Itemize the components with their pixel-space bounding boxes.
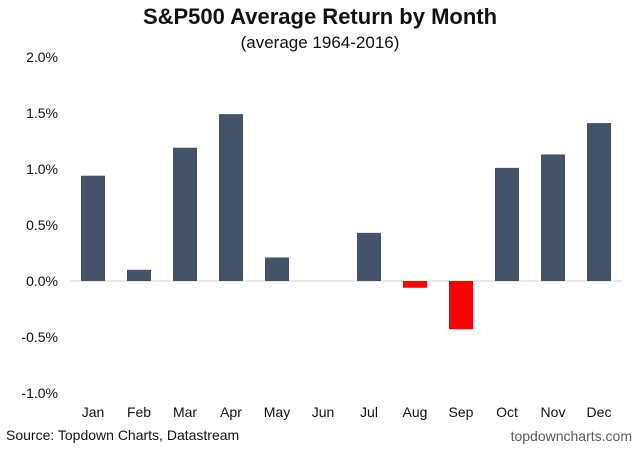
bar-feb (127, 269, 151, 281)
bar-jul (357, 232, 381, 281)
bar-jan (81, 175, 105, 281)
y-tick-label: 1.0% (26, 161, 58, 177)
x-tick-label: Apr (220, 404, 242, 420)
x-tick-label: Feb (127, 404, 151, 420)
x-axis: Jan Feb Mar Apr May Jun Jul Aug Sep Oct Nov Dec (82, 404, 612, 420)
bar-aug (403, 281, 427, 288)
bar-nov (541, 154, 565, 281)
x-tick-label: Jun (312, 404, 335, 420)
x-tick-label: Oct (496, 404, 518, 420)
y-tick-label: -1.0% (21, 385, 58, 401)
bars-group (81, 114, 611, 330)
x-tick-label: Sep (449, 404, 474, 420)
x-tick-label: Dec (587, 404, 612, 420)
source-note: Source: Topdown Charts, Datastream (6, 427, 240, 443)
y-axis: -1.0% -0.5% 0.0% 0.5% 1.0% 1.5% 2.0% (21, 49, 58, 401)
y-tick-label: 1.5% (26, 105, 58, 121)
x-tick-label: Jan (82, 404, 105, 420)
brand-watermark: topdowncharts.com (510, 428, 632, 444)
y-tick-label: 2.0% (26, 49, 58, 65)
bar-apr (219, 114, 243, 282)
x-tick-label: Jul (360, 404, 378, 420)
bar-may (265, 257, 289, 281)
x-tick-label: May (264, 404, 290, 420)
y-tick-label: 0.0% (26, 273, 58, 289)
x-tick-label: Mar (173, 404, 197, 420)
bar-oct (495, 167, 519, 281)
bar-mar (173, 147, 197, 281)
chart-title: S&P500 Average Return by Month (142, 4, 498, 29)
bar-sep (449, 281, 473, 330)
bar-dec (587, 123, 611, 281)
chart-subtitle: (average 1964-2016) (240, 33, 400, 52)
y-tick-label: -0.5% (21, 329, 58, 345)
y-tick-label: 0.5% (26, 217, 58, 233)
x-tick-label: Nov (541, 404, 566, 420)
x-tick-label: Aug (403, 404, 428, 420)
